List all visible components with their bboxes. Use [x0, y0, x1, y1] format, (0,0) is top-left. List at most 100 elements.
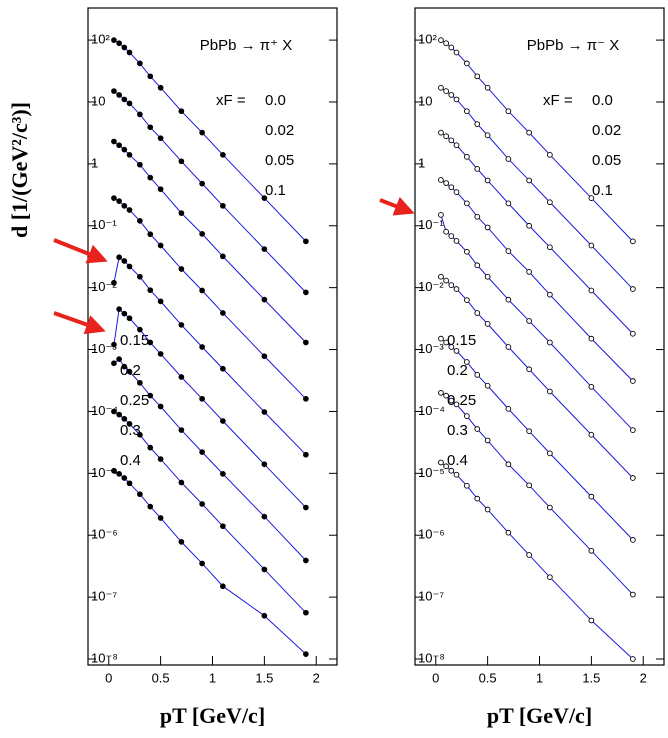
data-point	[453, 49, 460, 56]
data-point	[588, 493, 595, 500]
data-point	[116, 198, 122, 204]
series-label: 0.2	[447, 362, 468, 379]
data-point	[453, 286, 460, 292]
data-point	[443, 180, 449, 186]
y-tick-label: 10⁻⁴	[418, 403, 445, 418]
data-point	[630, 238, 636, 245]
data-point	[547, 339, 553, 346]
data-point	[547, 151, 553, 158]
data-point	[261, 353, 268, 360]
data-point	[448, 92, 455, 98]
data-point	[147, 444, 154, 451]
data-point	[448, 44, 455, 51]
data-point	[261, 409, 268, 415]
data-point	[121, 310, 128, 317]
data-point	[474, 121, 481, 127]
y-tick-label: 10²	[91, 32, 110, 47]
data-point	[484, 84, 491, 91]
data-point	[484, 224, 491, 231]
data-point	[464, 413, 470, 419]
data-point	[484, 437, 491, 444]
data-point	[547, 244, 553, 251]
data-point	[453, 142, 460, 149]
series-label: 0.1	[592, 182, 613, 199]
data-point	[474, 495, 481, 502]
curve	[113, 358, 307, 561]
y-tick-label: 1	[418, 155, 425, 170]
data-point	[137, 218, 143, 224]
data-point	[220, 583, 226, 590]
data-point	[443, 463, 449, 470]
data-point	[137, 431, 143, 438]
data-point	[121, 202, 128, 209]
data-point	[588, 383, 595, 390]
data-point	[261, 612, 268, 619]
data-point	[157, 186, 164, 193]
data-point	[178, 266, 185, 272]
data-point	[126, 49, 133, 56]
annotation: xF =	[543, 92, 573, 109]
data-point	[443, 40, 449, 47]
data-point	[137, 326, 143, 333]
data-point	[147, 73, 154, 80]
data-point	[126, 100, 133, 107]
series-label: 0.15	[447, 332, 476, 349]
data-point	[111, 195, 117, 201]
panel-title: PbPb → π⁻ X	[527, 37, 619, 54]
data-point	[157, 135, 164, 142]
data-point	[220, 310, 226, 316]
x-tick-label: 0	[105, 670, 112, 685]
data-point	[588, 547, 595, 554]
data-point	[137, 273, 143, 280]
y-tick-label: 10⁻⁵	[418, 465, 445, 480]
curve	[113, 39, 307, 242]
data-point	[547, 450, 553, 457]
data-point	[630, 656, 636, 662]
data-point	[220, 523, 226, 530]
data-point	[178, 539, 185, 545]
data-point	[464, 108, 470, 115]
data-point	[547, 574, 553, 581]
data-point	[448, 467, 455, 474]
data-point	[630, 537, 636, 543]
series-label: 0.3	[120, 422, 141, 439]
data-point	[443, 392, 449, 399]
y-tick-label: 10⁻³	[91, 341, 117, 356]
data-point	[121, 146, 128, 153]
data-point	[261, 246, 268, 252]
data-point	[126, 368, 133, 375]
curve	[440, 39, 634, 242]
data-point	[438, 273, 444, 280]
y-tick-label: 10⁻³	[418, 341, 444, 356]
data-point	[630, 378, 636, 384]
data-point	[126, 421, 133, 427]
y-tick-label: 10⁻⁵	[91, 465, 118, 480]
data-point	[505, 529, 512, 536]
data-point	[137, 491, 143, 498]
data-point	[438, 37, 444, 43]
data-point	[199, 449, 205, 455]
data-point	[111, 279, 117, 286]
data-point	[630, 427, 636, 433]
panel-title: PbPb → π⁺ X	[200, 37, 292, 54]
y-tick-label: 10⁻⁶	[418, 527, 445, 542]
data-point	[126, 263, 133, 270]
data-point	[147, 174, 154, 181]
data-point	[526, 482, 532, 489]
data-point	[261, 296, 268, 303]
curve	[113, 470, 307, 655]
data-point	[526, 366, 532, 373]
data-point	[588, 617, 595, 624]
data-point	[137, 161, 143, 168]
data-point	[303, 609, 309, 616]
data-point	[453, 189, 460, 195]
data-point	[453, 96, 460, 103]
data-point	[438, 212, 444, 218]
data-point	[303, 557, 309, 564]
data-point	[126, 151, 133, 158]
data-point	[137, 111, 143, 118]
data-point	[116, 306, 122, 312]
data-point	[178, 158, 185, 165]
data-point	[453, 401, 460, 408]
data-point	[147, 287, 154, 294]
